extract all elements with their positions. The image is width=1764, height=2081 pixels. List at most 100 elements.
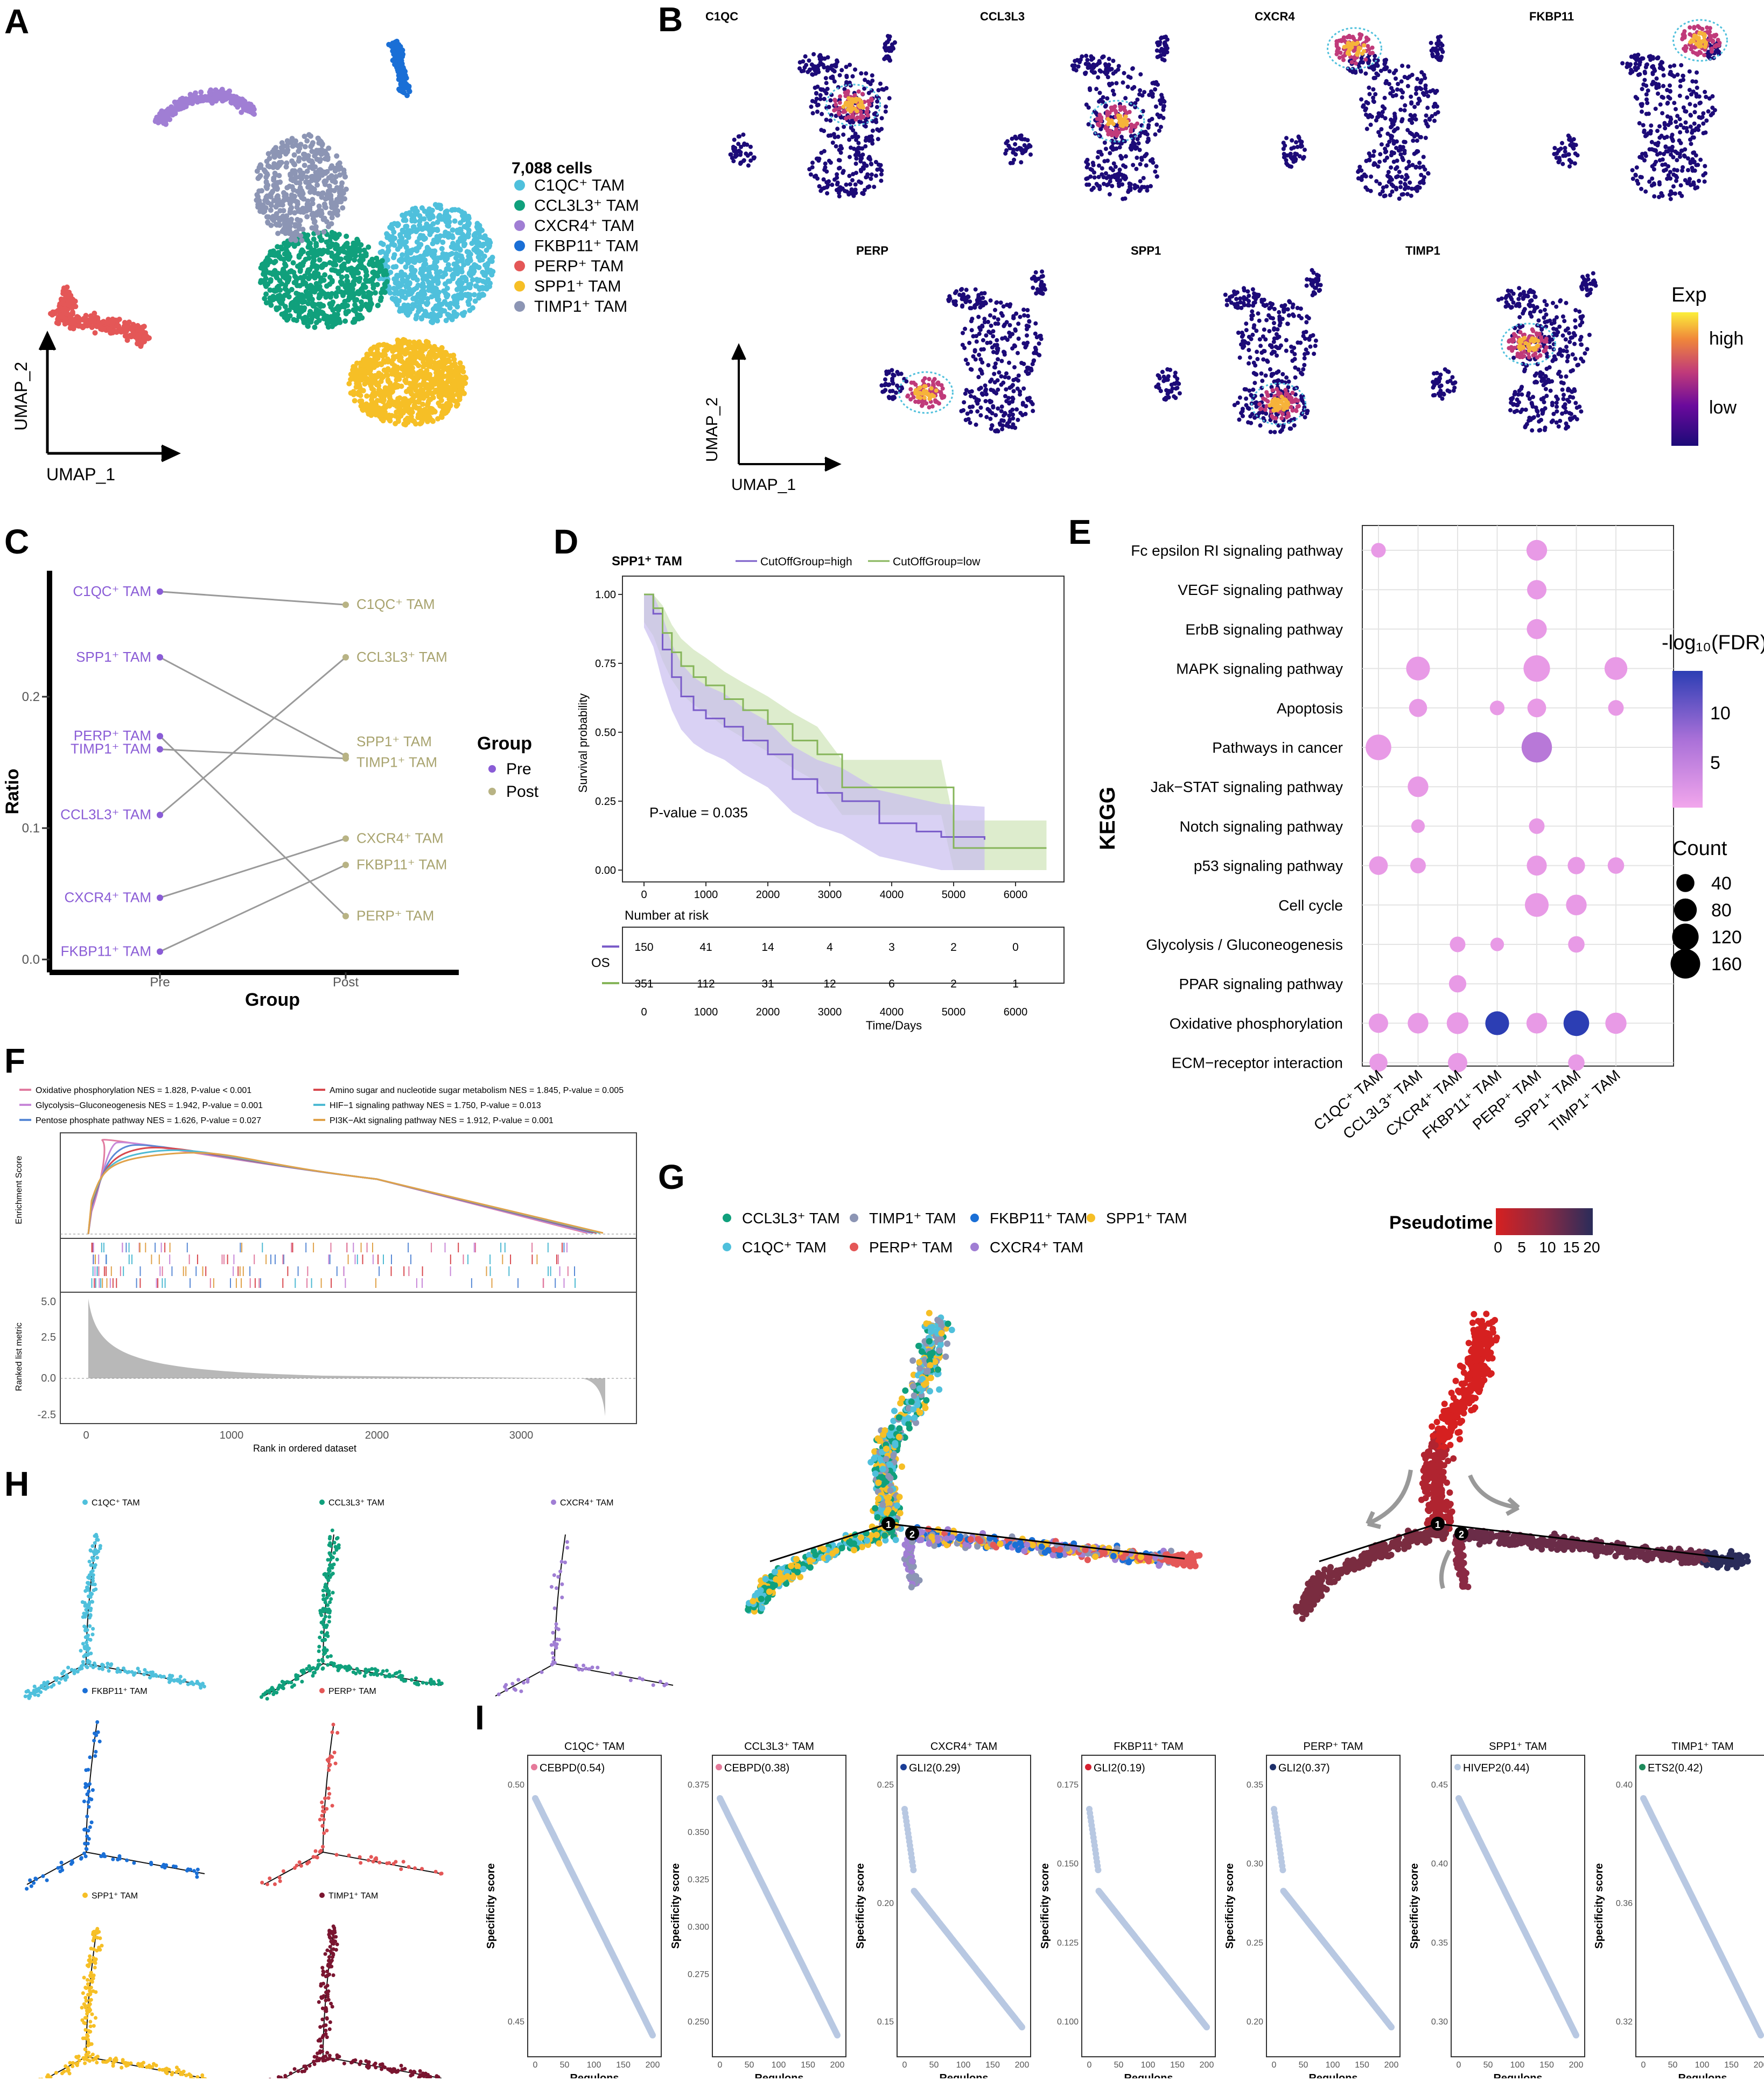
cluster-c1qc xyxy=(376,202,495,325)
feature-cells xyxy=(1154,367,1182,402)
i-xtick: 200 xyxy=(1754,2061,1764,2070)
i-ytick: 0.250 xyxy=(688,2017,709,2027)
h-cells-right xyxy=(82,1852,200,1879)
i-ytick: 0.35 xyxy=(1431,1938,1448,1947)
d-xtick-label: 3000 xyxy=(818,889,842,901)
c-line xyxy=(160,749,346,759)
d-ytick-label: 0.00 xyxy=(595,865,616,877)
i-points xyxy=(1640,1795,1764,2038)
h-title-dot xyxy=(82,1688,88,1693)
feature-cells xyxy=(1030,269,1047,296)
i-xtick: 0 xyxy=(1641,2061,1646,2070)
i-xtick: 100 xyxy=(1695,2061,1710,2070)
e-dot xyxy=(1566,895,1586,915)
e-size-label: 40 xyxy=(1711,873,1732,894)
panel-letter-h: H xyxy=(4,1465,29,1503)
feature-cells xyxy=(1634,63,1717,148)
c-point-post xyxy=(342,654,349,661)
f-legend-item: HIF−1 signaling pathway NES = 1.750, P-v… xyxy=(330,1101,541,1110)
i-points xyxy=(532,1795,656,2038)
e-dot xyxy=(1527,540,1547,560)
e-dot xyxy=(1525,893,1549,917)
h-title: PERP⁺ TAM xyxy=(328,1687,376,1696)
feature-cells xyxy=(1620,53,1664,77)
h-title: FKBP11⁺ TAM xyxy=(92,1687,148,1696)
c-label-pre: CCL3L3⁺ TAM xyxy=(60,807,151,823)
feature-gene-label: FKBP11 xyxy=(1529,10,1574,23)
panel-letter-c: C xyxy=(4,522,29,561)
legend-dot xyxy=(514,180,525,191)
cluster-ccl3l3 xyxy=(258,229,390,330)
i-ytick: 0.125 xyxy=(1057,1938,1079,1947)
i-xtick: 0 xyxy=(1457,2061,1461,2070)
i-xtick: 200 xyxy=(830,2061,845,2070)
i-top-label: GLI2(0.37) xyxy=(1278,1762,1330,1774)
h-title: CXCR4⁺ TAM xyxy=(560,1498,613,1508)
d-risk-xtick: 3000 xyxy=(818,1006,842,1018)
e-dot xyxy=(1529,818,1545,834)
i-x-label: Regulons xyxy=(1493,2072,1542,2078)
i-xtick: 200 xyxy=(1015,2061,1030,2070)
legend-dot xyxy=(514,261,525,271)
feature-gene-label: PERP xyxy=(856,244,888,257)
g-pseudo-tick-5: 5 xyxy=(1517,1239,1526,1256)
i-xtick: 150 xyxy=(1170,2061,1185,2070)
e-dot xyxy=(1490,937,1504,951)
i-xtick: 150 xyxy=(985,2061,1000,2070)
g-legend-dot xyxy=(723,1243,731,1251)
feature-cells xyxy=(1508,378,1583,433)
f-es-curve xyxy=(88,1147,597,1234)
f-frame xyxy=(60,1133,636,1424)
feature-cells xyxy=(1356,145,1431,201)
e-dot xyxy=(1408,776,1428,797)
i-ytick: 0.45 xyxy=(1431,1781,1448,1790)
i-xtick: 50 xyxy=(929,2061,939,2070)
g-legend-item: FKBP11⁺ TAM xyxy=(990,1210,1087,1227)
exp-legend-high: high xyxy=(1709,328,1744,349)
feature-cells xyxy=(879,368,908,401)
g-cells-pseudotime xyxy=(1293,1311,1751,1622)
i-top-dot xyxy=(1085,1764,1091,1770)
d-risk-high-value: 3 xyxy=(888,941,895,954)
legend-dot xyxy=(514,220,525,231)
i-ytick: 0.25 xyxy=(877,1781,894,1790)
i-xtick: 100 xyxy=(1326,2061,1340,2070)
feature-plot: CXCR4 xyxy=(1255,10,1445,201)
g-legend-dot xyxy=(850,1243,858,1251)
feature-cells xyxy=(729,132,757,167)
h-title-dot xyxy=(82,1500,88,1505)
h-cells-stem xyxy=(316,1924,339,2063)
g-legend-item: PERP⁺ TAM xyxy=(869,1239,953,1256)
e-dot xyxy=(1490,700,1504,715)
g-pseudo-tick-15: 15 xyxy=(1563,1239,1579,1256)
d-ytick-label: 0.25 xyxy=(595,796,616,808)
d-risk-xtick: 1000 xyxy=(694,1006,718,1018)
feature-plot: TIMP1 xyxy=(1405,244,1598,433)
e-pathway-label: Apoptosis xyxy=(1277,700,1343,717)
panel-f-gsea: Oxidative phosphorylation NES = 1.828, P… xyxy=(15,1086,636,1454)
d-xtick-label: 4000 xyxy=(880,889,904,901)
i-xtick: 0 xyxy=(1272,2061,1277,2070)
panel-c-ratio-plot: 0.0 0.1 0.2 Pre Post Group Ratio C1QC⁺ T… xyxy=(2,571,539,1010)
h-trajectory: CCL3L3⁺ TAM xyxy=(260,1498,444,1701)
feature-cells xyxy=(1282,135,1307,169)
feature-cells xyxy=(1155,34,1170,62)
e-dot xyxy=(1369,856,1388,875)
e-pathway-label: Cell cycle xyxy=(1278,897,1343,914)
feature-cells xyxy=(1579,271,1598,298)
e-dot xyxy=(1605,657,1627,679)
i-ytick: 0.25 xyxy=(1247,1938,1263,1947)
legend-item: FKBP11⁺ TAM xyxy=(534,237,639,255)
f-legend-item: PI3K−Akt signaling pathway NES = 1.912, … xyxy=(330,1116,554,1125)
h-tree xyxy=(264,1723,442,1884)
i-top-dot xyxy=(900,1764,907,1770)
i-top-label: GLI2(0.19) xyxy=(1094,1762,1145,1774)
i-top-label: ETS2(0.42) xyxy=(1648,1762,1703,1774)
d-risk-high-value: 0 xyxy=(1012,941,1019,954)
panel-a-umap: UMAP_1 UMAP_2 7,088 cells C1QC⁺ TAMCCL3L… xyxy=(11,39,639,484)
d-risk-low-value: 2 xyxy=(950,978,957,990)
i-y-label: Specificity score xyxy=(485,1863,497,1949)
